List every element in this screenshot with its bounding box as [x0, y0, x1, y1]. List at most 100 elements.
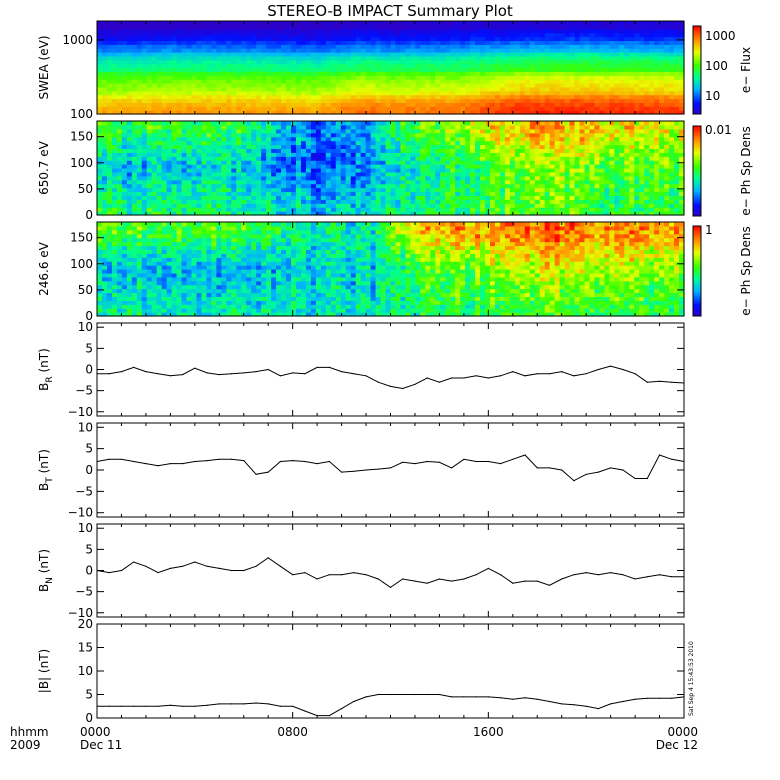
heatmap-cell	[226, 128, 232, 134]
heatmap-cell	[281, 152, 287, 157]
heatmap-cell	[161, 195, 168, 200]
heatmap-cell	[609, 21, 615, 26]
heatmap-cell	[450, 211, 456, 216]
heatmap-cell	[286, 102, 292, 107]
heatmap-cell	[196, 128, 203, 134]
heatmap-cell	[475, 140, 481, 146]
heatmap-cell	[266, 175, 272, 181]
heatmap-cell	[400, 124, 407, 130]
heatmap-cell	[256, 21, 262, 26]
heatmap-cell	[499, 144, 506, 150]
heatmap-cell	[574, 94, 581, 100]
heatmap-cell	[430, 211, 436, 216]
heatmap-cell	[539, 32, 546, 38]
heatmap-cell	[181, 40, 188, 45]
heatmap-cell	[206, 98, 213, 103]
heatmap-cell	[485, 48, 491, 53]
heatmap-cell	[669, 24, 675, 30]
heatmap-cell	[639, 79, 645, 84]
heatmap-cell	[191, 102, 198, 107]
heatmap-cell	[385, 59, 392, 65]
heatmap-cell	[485, 44, 491, 49]
heatmap-cell	[499, 199, 506, 204]
heatmap-cell	[196, 207, 203, 212]
heatmap-cell	[524, 144, 531, 150]
heatmap-cell	[126, 21, 133, 26]
heatmap-cell	[450, 24, 456, 30]
heatmap-cell	[549, 98, 556, 103]
heatmap-cell	[604, 83, 610, 88]
heatmap-cell	[435, 40, 441, 45]
heatmap-cell	[236, 124, 242, 130]
heatmap-cell	[141, 63, 148, 69]
heatmap-cell	[350, 183, 357, 189]
heatmap-cell	[236, 32, 242, 38]
heatmap-cell	[380, 79, 387, 84]
heatmap-cell	[271, 24, 277, 30]
heatmap-cell	[106, 24, 113, 30]
heatmap-1	[97, 21, 685, 115]
heatmap-cell	[599, 94, 605, 100]
heatmap-cell	[509, 179, 516, 185]
heatmap-cell	[489, 128, 496, 134]
heatmap-cell	[499, 136, 506, 142]
heatmap-cell	[420, 207, 426, 212]
heatmap-cell	[644, 79, 650, 84]
heatmap-cell	[276, 79, 282, 84]
heatmap-cell	[619, 28, 625, 34]
heatmap-cell	[395, 36, 402, 41]
heatmap-cell	[176, 124, 183, 130]
heatmap-cell	[300, 128, 307, 134]
heatmap-cell	[266, 59, 272, 65]
heatmap-cell	[196, 90, 203, 96]
heatmap-cell	[330, 106, 337, 111]
heatmap-cell	[440, 48, 446, 53]
heatmap-cell	[166, 86, 173, 92]
heatmap-cell	[310, 195, 317, 200]
heatmap-cell	[380, 59, 387, 65]
heatmap-cell	[176, 207, 183, 212]
heatmap-cell	[291, 191, 297, 197]
heatmap-cell	[226, 55, 232, 61]
heatmap-cell	[460, 67, 466, 72]
heatmap-cell	[504, 187, 511, 193]
heatmap-cell	[340, 144, 347, 150]
heatmap-cell	[216, 67, 222, 72]
heatmap-cell	[166, 211, 173, 216]
heatmap-cell	[281, 211, 287, 216]
heatmap-cell	[236, 48, 242, 53]
heatmap-cell	[624, 52, 630, 57]
heatmap-cell	[191, 121, 198, 126]
heatmap-cell	[166, 75, 173, 80]
heatmap-cell	[504, 71, 511, 76]
heatmap-cell	[251, 124, 257, 130]
heatmap-cell	[276, 199, 282, 204]
heatmap-cell	[659, 106, 665, 111]
heatmap-cell	[425, 124, 431, 130]
heatmap-cell	[106, 179, 113, 185]
heatmap-cell	[634, 48, 640, 53]
heatmap-cell	[405, 63, 411, 69]
heatmap-cell	[216, 179, 222, 185]
heatmap-cell	[604, 110, 610, 115]
heatmap-cell	[614, 59, 620, 65]
heatmap-cell	[375, 187, 382, 193]
heatmap-cell	[415, 90, 421, 96]
heatmap-cell	[390, 32, 397, 38]
heatmap-cell	[271, 156, 277, 161]
heatmap-cell	[435, 98, 441, 103]
heatmap-cell	[370, 144, 377, 150]
heatmap-cell	[584, 75, 591, 80]
heatmap-cell	[201, 140, 208, 146]
heatmap-cell	[475, 86, 481, 92]
heatmap-cell	[470, 191, 476, 197]
heatmap-cell	[380, 168, 387, 173]
heatmap-cell	[395, 86, 402, 92]
heatmap-cell	[136, 191, 143, 197]
heatmap-cell	[380, 106, 387, 111]
heatmap-cell	[475, 98, 481, 103]
heatmap-cell	[450, 52, 456, 57]
heatmap-cell	[161, 187, 168, 193]
heatmap-cell	[350, 136, 357, 142]
heatmap-cell	[256, 164, 262, 169]
